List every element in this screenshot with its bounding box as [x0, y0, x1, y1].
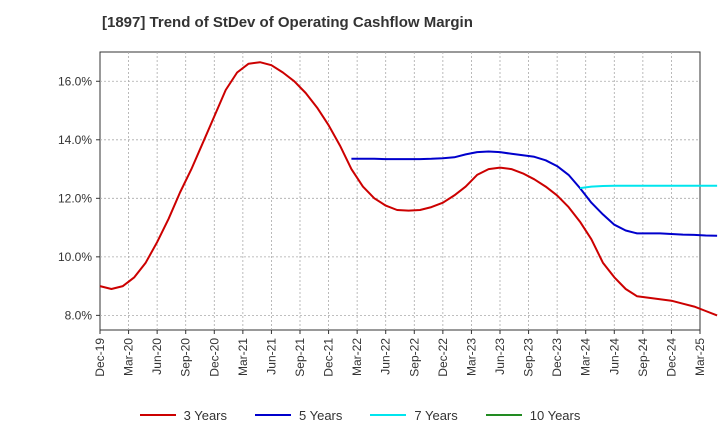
- legend-label: 7 Years: [414, 407, 458, 423]
- x-tick-label: Jun-22: [379, 338, 393, 375]
- x-tick-label: Sep-22: [407, 338, 421, 377]
- chart-title: [1897] Trend of StDev of Operating Cashf…: [102, 14, 473, 31]
- legend-swatch: [370, 414, 407, 416]
- x-tick-label: Jun-24: [607, 338, 621, 375]
- x-tick-label: Dec-22: [436, 338, 450, 377]
- series-line-5-years: [351, 150, 718, 237]
- x-tick-label: Sep-21: [293, 338, 307, 377]
- x-tick-label: Dec-24: [664, 338, 678, 377]
- x-tick-label: Mar-24: [579, 338, 593, 376]
- x-tick-label: Mar-25: [693, 338, 707, 376]
- legend-label: 5 Years: [299, 407, 343, 423]
- series-line-7-years: [579, 184, 718, 190]
- plot-area: [99, 51, 701, 331]
- legend-item: 10 Years: [485, 405, 581, 425]
- legend-item: 7 Years: [370, 405, 458, 425]
- x-tick-label: Dec-21: [322, 338, 336, 377]
- x-tick-label: Dec-20: [207, 338, 221, 377]
- legend: 3 Years 5 Years 7 Years 10 Years: [0, 405, 720, 425]
- y-tick-label: 12.0%: [58, 191, 92, 205]
- grid-lines: [100, 52, 700, 330]
- legend-label: 3 Years: [183, 407, 227, 423]
- y-tick-label: 14.0%: [58, 133, 92, 147]
- x-tick-label: Jun-23: [493, 338, 507, 375]
- x-tick-label: Mar-20: [122, 338, 136, 376]
- x-tick-label: Jun-20: [150, 338, 164, 375]
- legend-label: 10 Years: [529, 407, 581, 423]
- legend-swatch: [255, 414, 291, 416]
- x-tick-label: Mar-21: [236, 338, 250, 376]
- legend-item: 3 Years: [139, 405, 227, 425]
- series-line-3-years: [99, 61, 718, 317]
- legend-swatch: [139, 414, 176, 416]
- x-tick-label: Sep-23: [522, 338, 536, 377]
- x-tick-label: Sep-24: [636, 338, 650, 377]
- legend-swatch: [485, 414, 522, 416]
- axes: Dec-19 Mar-20 Jun-20 Sep-20 Dec-20 Mar-21 Jun-…: [58, 74, 707, 376]
- x-tick-label: Sep-20: [179, 338, 193, 377]
- x-tick-label: Mar-22: [350, 338, 364, 376]
- legend-item: 5 Years: [255, 405, 342, 425]
- y-tick-label: 10.0%: [58, 250, 92, 264]
- y-tick-label: 8.0%: [65, 308, 93, 322]
- x-tick-label: Mar-23: [464, 338, 478, 376]
- x-tick-label: Dec-23: [550, 338, 564, 377]
- y-tick-label: 16.0%: [58, 74, 92, 88]
- x-tick-label: Jun-21: [264, 338, 278, 375]
- series-lines: [99, 61, 718, 317]
- x-tick-label: Dec-19: [93, 338, 107, 377]
